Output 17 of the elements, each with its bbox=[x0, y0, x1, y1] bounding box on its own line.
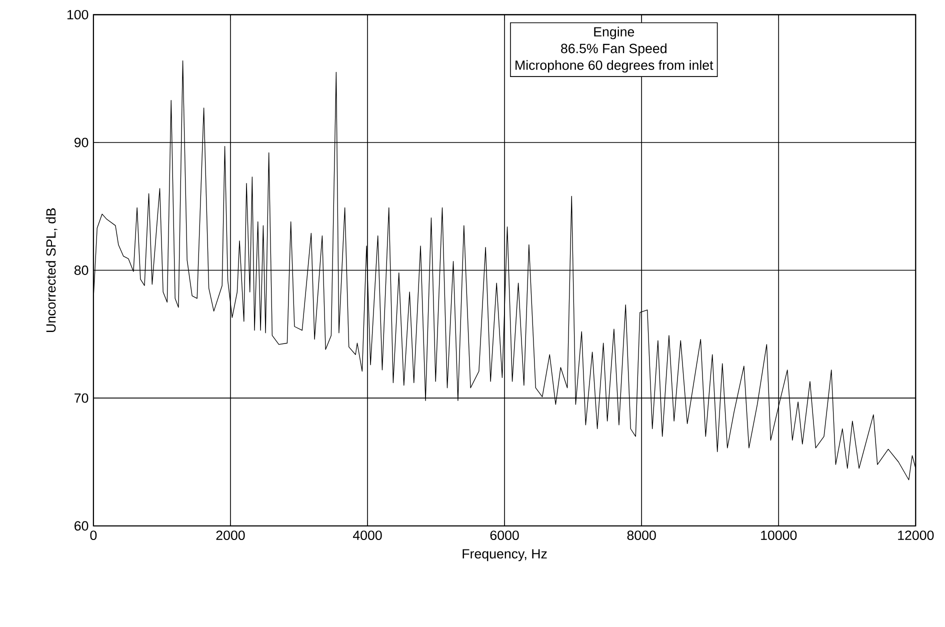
x-tick-label: 0 bbox=[90, 530, 97, 540]
x-tick-label: 8000 bbox=[627, 530, 656, 540]
y-tick-label: 60 bbox=[74, 521, 88, 530]
annotation: Engine bbox=[594, 26, 634, 40]
x-tick-label: 6000 bbox=[490, 530, 519, 540]
x-axis-title: Frequency, Hz bbox=[462, 549, 547, 562]
annotation: Microphone 60 degrees from inlet bbox=[516, 60, 714, 72]
y-tick-label: 100 bbox=[67, 10, 88, 20]
y-tick-label: 90 bbox=[74, 138, 88, 148]
y-tick-label: 70 bbox=[74, 393, 88, 403]
y-axis-title: Uncorrected SPL, dB bbox=[46, 208, 58, 332]
x-tick-label: 2000 bbox=[216, 530, 245, 540]
y-tick-label: 80 bbox=[74, 265, 88, 275]
x-tick-label: 4000 bbox=[352, 530, 382, 540]
annotation: 86.5% Fan Speed bbox=[561, 43, 666, 56]
x-tick-label: 10000 bbox=[761, 530, 797, 540]
x-tick-label: 12000 bbox=[898, 530, 934, 540]
